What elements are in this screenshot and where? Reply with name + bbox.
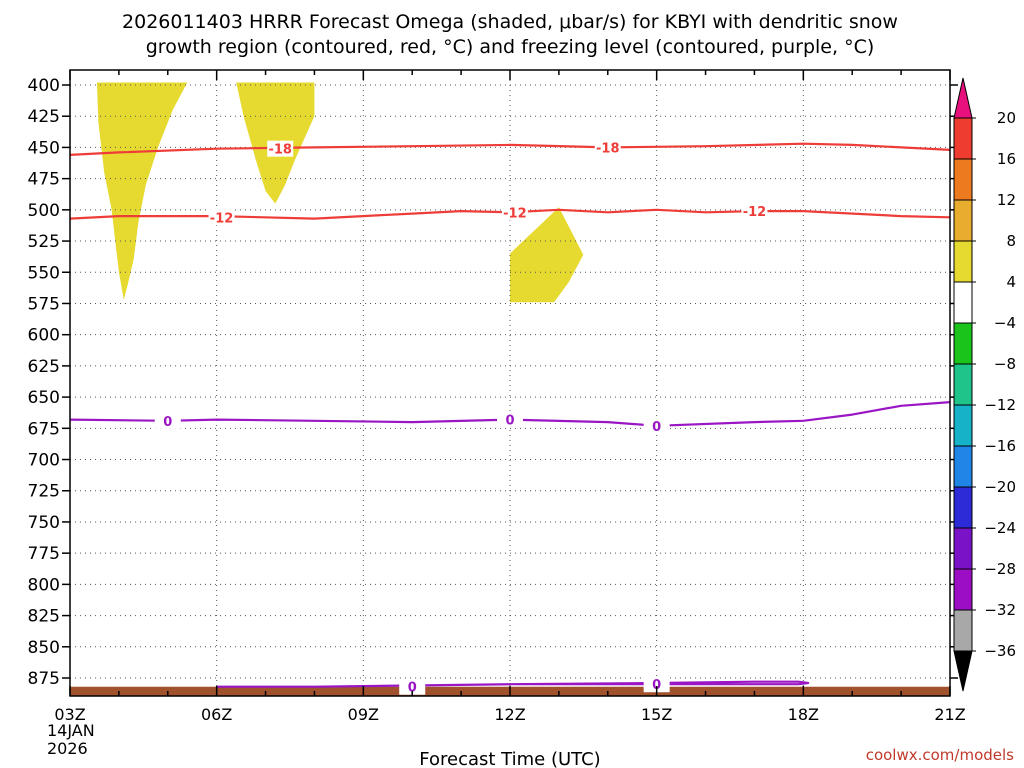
y-tick-label: 450 <box>28 138 60 158</box>
contour-label-bg <box>497 411 523 428</box>
colorbar-label: 20 <box>997 109 1016 127</box>
colorbar-bin <box>953 363 973 406</box>
chart-title-line1: 2026011403 HRRR Forecast Omega (shaded, … <box>122 11 898 33</box>
y-tick-label: 750 <box>28 513 60 533</box>
colorbar-label: −8 <box>994 355 1016 373</box>
contour-label-bg <box>501 204 528 221</box>
colorbar-label: 12 <box>997 191 1016 209</box>
y-tick-label: 575 <box>28 294 60 314</box>
y-tick-label: 500 <box>28 201 60 221</box>
colorbar-label: −32 <box>984 601 1016 619</box>
contour-label: -18 <box>596 141 620 156</box>
colorbar-bin <box>953 445 973 488</box>
contour-label-bg <box>741 203 768 220</box>
freezing-level-contour-2 <box>69 401 951 427</box>
contour-label-bg <box>208 209 235 226</box>
x-tick-label: 18Z <box>788 705 819 724</box>
colorbar-label: 16 <box>997 150 1016 168</box>
y-tick-label: 775 <box>28 544 60 564</box>
credit-text: coolwx.com/models <box>866 746 1014 764</box>
colorbar-bin <box>953 486 973 529</box>
y-tick-label: 625 <box>28 357 60 377</box>
colorbar-bin-min <box>953 650 973 692</box>
colorbar-bin <box>953 199 973 242</box>
freezing-level-contour-3 <box>216 680 810 688</box>
colorbar-label: −36 <box>984 642 1016 660</box>
contour-label-bg <box>267 140 294 157</box>
x-tick-label: 09Z <box>348 705 379 724</box>
x-tick-label: 03Z <box>54 705 85 724</box>
date-label-line1: 14JAN <box>47 721 95 740</box>
colorbar-label: −4 <box>994 314 1016 332</box>
contour-label: 0 <box>408 681 417 696</box>
colorbar-bin <box>953 404 973 447</box>
contour-label-bg <box>154 412 181 429</box>
colorbar-label: −24 <box>984 519 1016 537</box>
y-tick-label: 825 <box>28 607 60 627</box>
colorbar-label: −16 <box>984 437 1016 455</box>
x-tick-label: 15Z <box>641 705 672 724</box>
y-tick-label: 875 <box>28 669 60 689</box>
colorbar-bin <box>953 117 973 160</box>
contour-label: -12 <box>503 206 527 221</box>
y-axis: 400 425 450 475 500 525 550 575 600 625 650 675 700 7… <box>28 76 958 689</box>
y-tick-label: 550 <box>28 263 60 283</box>
y-tick-label: 425 <box>28 107 60 127</box>
contour-label: 0 <box>163 415 172 430</box>
colorbar-label: 4 <box>1006 273 1016 291</box>
y-tick-label: 675 <box>28 419 60 439</box>
colorbar-bin <box>953 158 973 201</box>
contour-label: 0 <box>652 678 661 693</box>
y-tick-label: 700 <box>28 451 60 471</box>
contour-label: -18 <box>268 143 292 158</box>
x-tick-label: 21Z <box>934 705 965 724</box>
y-tick-label: 650 <box>28 388 60 408</box>
chart-title-line2: growth region (contoured, red, °C) and f… <box>146 36 875 58</box>
plot-area <box>70 70 950 696</box>
contour-label-bg <box>594 139 621 156</box>
colorbar: −36 −32 −28 −24 −20 −16 −12 −8 −4 4 8 12 16 20 <box>953 77 1016 692</box>
x-axis-label: Forecast Time (UTC) <box>419 749 600 768</box>
colorbar-label: −28 <box>984 560 1016 578</box>
y-tick-label: 800 <box>28 575 60 595</box>
y-tick-label: 400 <box>28 76 60 96</box>
temperature-contour-1 <box>69 208 951 220</box>
x-tick-label: 06Z <box>201 705 232 724</box>
x-tick-label: 12Z <box>494 705 525 724</box>
x-axis: 03Z 06Z 09Z 12Z 15Z 18Z 21Z <box>54 70 966 724</box>
colorbar-bin <box>953 527 973 570</box>
contour-label: 0 <box>505 414 514 429</box>
date-label-line2: 2026 <box>47 739 88 758</box>
y-tick-label: 725 <box>28 482 60 502</box>
contour-label-bg <box>643 417 670 434</box>
contour-label: -12 <box>743 205 767 220</box>
omega-region-0 <box>96 82 188 300</box>
y-tick-label: 600 <box>28 326 60 346</box>
contour-lines <box>69 142 951 688</box>
contour-labels: -18 -18 -12 -12 -12 0 0 0 0 0 <box>154 139 768 696</box>
colorbar-bin <box>953 609 973 652</box>
colorbar-bin <box>953 281 973 324</box>
contour-label-bg <box>643 676 670 693</box>
omega-region-2 <box>510 207 584 303</box>
colorbar-bin <box>953 322 973 365</box>
y-tick-label: 850 <box>28 638 60 658</box>
y-tick-label: 475 <box>28 170 60 190</box>
colorbar-bin <box>953 568 973 611</box>
colorbar-bin <box>953 240 973 283</box>
colorbar-bin-max <box>953 77 973 119</box>
contour-label: -12 <box>210 211 234 226</box>
contour-label-bg <box>399 678 426 695</box>
colorbar-label: 8 <box>1006 232 1016 250</box>
colorbar-label: −20 <box>984 478 1016 496</box>
colorbar-label: −12 <box>984 396 1016 414</box>
contour-label: 0 <box>652 420 661 435</box>
temperature-contour-0 <box>69 142 951 156</box>
y-tick-label: 525 <box>28 232 60 252</box>
